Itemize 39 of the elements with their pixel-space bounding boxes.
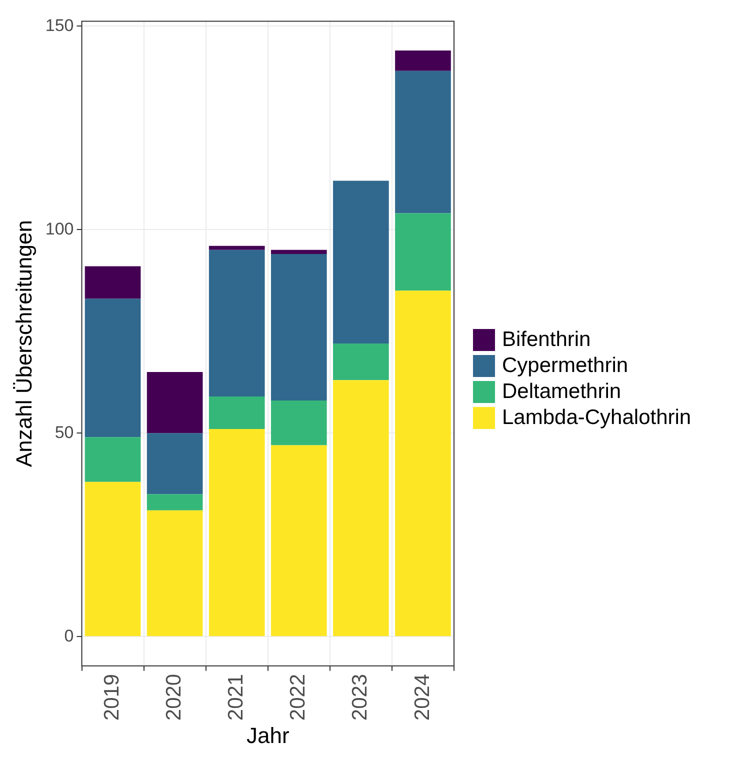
- x-tick-label: 2020: [162, 674, 186, 721]
- x-tick-label: 2019: [100, 674, 124, 721]
- legend-label: Bifenthrin: [502, 328, 591, 352]
- y-axis-title: Anzahl Überschreitungen: [11, 220, 36, 468]
- bar: [208, 250, 265, 396]
- bar: [395, 213, 451, 291]
- bar: [208, 396, 265, 430]
- bar: [395, 50, 451, 71]
- bar: [84, 437, 141, 482]
- bar: [395, 290, 451, 636]
- bar: [270, 250, 327, 254]
- bar: [395, 70, 451, 214]
- y-tick-label: 150: [45, 16, 74, 35]
- y-tick-label: 50: [54, 422, 74, 442]
- y-tick-label: 0: [64, 626, 74, 646]
- x-tick-label: 2022: [286, 674, 310, 721]
- bar: [84, 298, 141, 438]
- x-tick-label: 2023: [348, 674, 372, 721]
- x-axis-title: Jahr: [246, 722, 290, 748]
- bar: [270, 445, 327, 636]
- legend-label: Deltamethrin: [502, 380, 622, 404]
- bar: [270, 400, 327, 446]
- bar: [146, 372, 203, 434]
- bar: [84, 266, 141, 299]
- bar: [208, 246, 265, 250]
- bar: [333, 180, 389, 344]
- x-tick-label: 2024: [410, 674, 434, 721]
- bar: [146, 433, 203, 494]
- bar: [84, 482, 141, 636]
- bar: [146, 494, 203, 510]
- bar: [146, 510, 203, 636]
- bar: [333, 380, 389, 636]
- bar: [333, 344, 389, 380]
- legend-label: Cypermethrin: [502, 354, 628, 378]
- legend-label: Lambda-Cyhalothrin: [502, 406, 692, 430]
- bar: [270, 254, 327, 401]
- x-tick-label: 2021: [224, 674, 248, 721]
- bar: [208, 429, 265, 636]
- y-tick-label: 100: [45, 219, 74, 238]
